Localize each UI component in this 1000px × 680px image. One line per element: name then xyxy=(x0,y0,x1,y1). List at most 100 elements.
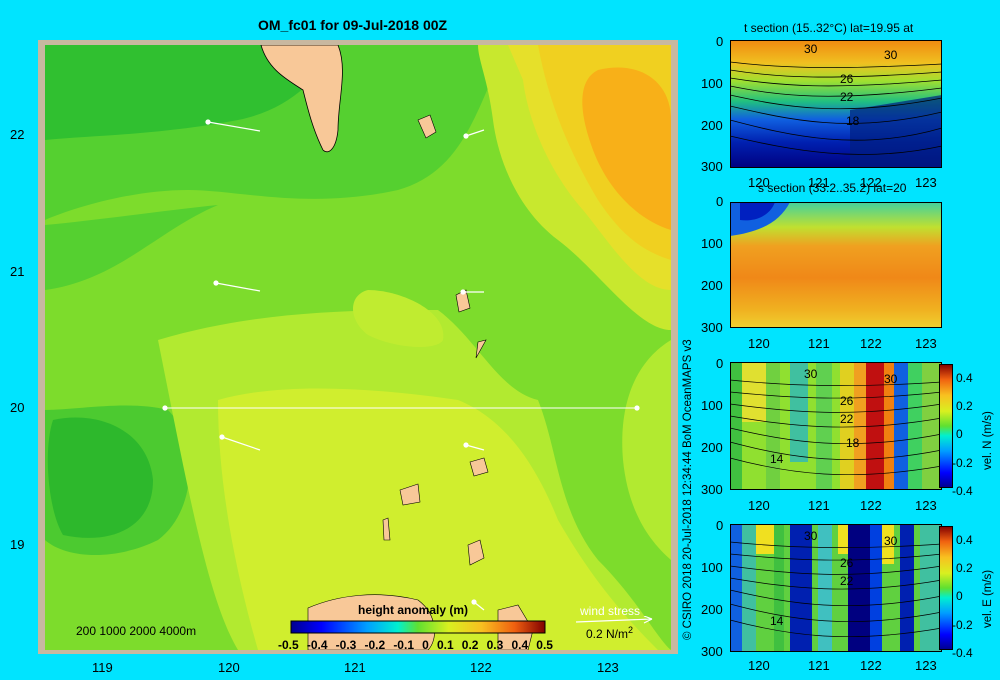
map-y-tick: 22 xyxy=(10,127,25,142)
contour-label: 26 xyxy=(840,556,854,570)
colorbar-tick: 0 xyxy=(956,589,963,603)
contour-label: 22 xyxy=(840,412,854,426)
colorbar-tick: -0.3 xyxy=(335,638,357,652)
y-tick: 300 xyxy=(701,644,723,659)
field-east xyxy=(622,340,671,560)
y-tick: 200 xyxy=(701,278,723,293)
s-section-title: s section (33.2..35.2) lat=20 xyxy=(758,181,907,195)
island xyxy=(399,483,421,506)
wind-scale-text: 0.2 N/m xyxy=(586,627,629,641)
y-tick: 0 xyxy=(716,194,724,209)
credit-text: © CSIRO 2018 20-Jul-2018 12:34:44 BoM Oc… xyxy=(682,339,694,640)
colorbar-tick: -0.2 xyxy=(952,618,973,632)
t-section-plot xyxy=(730,40,942,168)
map-y-tick: 21 xyxy=(10,264,25,279)
contour-label: 22 xyxy=(840,90,854,104)
colorbar-ticks: -0.5 -0.4 -0.3 -0.2 -0.1 0 0.1 0.2 0.3 0… xyxy=(278,638,553,652)
y-tick: 100 xyxy=(701,398,723,413)
wind-scale-value: 0.2 N/m2 xyxy=(586,625,633,641)
island xyxy=(467,539,485,566)
map-x-tick: 119 xyxy=(92,660,113,675)
field-center-blob xyxy=(353,290,444,347)
colorbar-tick: 0 xyxy=(956,427,963,441)
vel-e-colorbar xyxy=(939,526,953,650)
x-tick: 122 xyxy=(860,498,882,513)
x-tick: 123 xyxy=(915,658,937,673)
x-tick: 121 xyxy=(808,175,830,190)
wind-scale-exponent: 2 xyxy=(628,625,634,635)
colorbar-tick: 0.4 xyxy=(511,638,529,652)
island xyxy=(469,457,489,477)
island xyxy=(417,114,437,139)
colorbar-tick: -0.2 xyxy=(364,638,386,652)
map-y-tick: 20 xyxy=(10,400,25,415)
colorbar-tick: -0.2 xyxy=(952,456,973,470)
colorbar-tick: 0.2 xyxy=(956,561,973,575)
colorbar-tick: -0.4 xyxy=(952,484,973,498)
y-tick: 200 xyxy=(701,602,723,617)
x-tick: 120 xyxy=(748,658,770,673)
contour-label: 30 xyxy=(804,367,818,381)
contour-label: 22 xyxy=(840,574,854,588)
y-tick: 100 xyxy=(701,236,723,251)
contour-label: 18 xyxy=(846,436,860,450)
colorbar-tick: -0.4 xyxy=(952,646,973,660)
contour-label: 30 xyxy=(804,529,818,543)
y-tick: 300 xyxy=(701,482,723,497)
x-tick: 123 xyxy=(915,175,937,190)
map-x-tick: 120 xyxy=(218,660,240,675)
contour-label: 26 xyxy=(840,394,854,408)
y-tick: 0 xyxy=(716,34,724,49)
s-section-plot xyxy=(730,202,942,328)
colorbar-tick: 0 xyxy=(422,638,429,652)
x-tick: 121 xyxy=(808,658,830,673)
colorbar-tick: -0.5 xyxy=(278,638,299,652)
map-y-tick: 19 xyxy=(10,537,25,552)
y-tick: 300 xyxy=(701,159,723,174)
t-section-title: t section (15..32°C) lat=19.95 at xyxy=(744,21,914,35)
x-tick: 123 xyxy=(915,336,937,351)
contour-label: 18 xyxy=(846,114,860,128)
field-ne-core xyxy=(582,67,671,230)
x-tick: 121 xyxy=(808,498,830,513)
wind-stress-label: wind stress xyxy=(580,604,641,618)
island xyxy=(475,339,487,359)
depth-legend: 200 1000 2000 4000m xyxy=(76,624,197,638)
contour-label: 30 xyxy=(884,534,898,548)
x-tick: 122 xyxy=(860,336,882,351)
map-title: OM_fc01 for 09-Jul-2018 00Z xyxy=(258,17,448,33)
contour-label: 14 xyxy=(770,452,784,466)
contour-label: 30 xyxy=(884,372,898,386)
colorbar-tick: 0.3 xyxy=(486,638,504,652)
y-tick: 100 xyxy=(701,560,723,575)
vel-n-colorbar xyxy=(939,364,953,488)
contour-label: 14 xyxy=(770,614,784,628)
vel-n-section-plot xyxy=(730,362,942,490)
x-tick: 122 xyxy=(860,175,882,190)
colorbar-tick: -0.1 xyxy=(393,638,414,652)
field-center-light xyxy=(218,388,658,650)
colorbar-title: height anomaly (m) xyxy=(358,603,469,617)
colorbar-tick: 0.2 xyxy=(461,638,479,652)
contour-label: 30 xyxy=(804,42,818,56)
x-tick: 120 xyxy=(748,175,770,190)
field-sw-core xyxy=(47,417,153,538)
contour-label: 26 xyxy=(840,72,854,86)
colorbar-tick: 0.4 xyxy=(956,533,973,547)
wind-scale-arrow xyxy=(575,616,653,624)
y-tick: 100 xyxy=(701,76,723,91)
y-tick: 0 xyxy=(716,518,724,533)
vel-n-label: vel. N (m/s) xyxy=(982,411,994,470)
colorbar-tick: -0.4 xyxy=(306,638,328,652)
colorbar-tick: 0.4 xyxy=(956,371,973,385)
map-x-tick: 122 xyxy=(470,660,492,675)
field-north-dark xyxy=(45,45,338,140)
y-tick: 0 xyxy=(716,356,724,371)
y-tick: 200 xyxy=(701,118,723,133)
x-tick: 122 xyxy=(860,658,882,673)
height-anomaly-map xyxy=(38,40,678,654)
colorbar-tick: 0.2 xyxy=(956,399,973,413)
colorbar-tick: 0.5 xyxy=(536,638,553,652)
y-tick: 200 xyxy=(701,440,723,455)
wind-vectors xyxy=(162,119,640,611)
